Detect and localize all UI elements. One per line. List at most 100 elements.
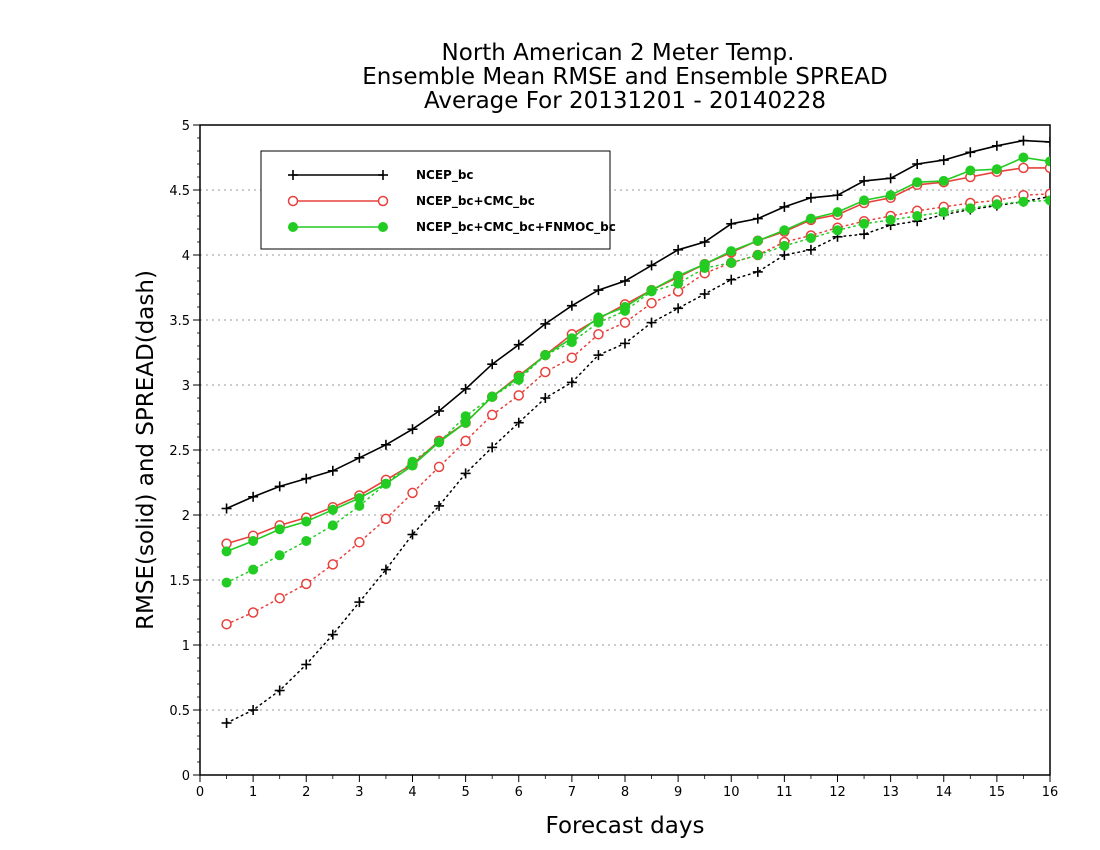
series-0-rmse-point: [301, 473, 312, 484]
y-tick-label: 0.5: [169, 704, 190, 719]
legend-marker-1: [377, 195, 389, 207]
x-tick-label: 11: [776, 785, 793, 800]
legend-marker-0: [378, 170, 388, 180]
series-1-spread-point: [540, 366, 551, 378]
series-2-spread-point: [991, 199, 1002, 210]
series-2-rmse-point: [487, 391, 498, 402]
series-0-spread-point: [752, 266, 763, 277]
series-0-rmse-point: [407, 424, 418, 435]
x-tick-label: 5: [461, 785, 469, 800]
y-tick-label: 3.5: [169, 314, 190, 329]
series-0-rmse-point: [646, 260, 657, 271]
series-2-rmse-point: [620, 302, 630, 312]
series-2-spread-point: [859, 218, 870, 229]
y-tick-label: 1.5: [169, 574, 190, 589]
series-2-spread-point: [752, 250, 763, 260]
series-0-spread-point: [593, 350, 604, 361]
series-0-rmse-point: [487, 359, 498, 370]
series-2-rmse-point: [752, 235, 763, 246]
series-0-spread-point: [513, 417, 524, 428]
series-0-spread-point: [434, 500, 445, 511]
series-0-rmse-point: [779, 201, 790, 212]
series-0-rmse-point: [1045, 136, 1050, 147]
x-tick-label: 7: [568, 785, 576, 800]
series-layer: [221, 135, 1050, 728]
x-tick-label: 2: [302, 785, 310, 800]
series-2-spread-point: [1018, 196, 1029, 207]
series-0-rmse-point: [620, 276, 630, 286]
series-0-rmse-point: [912, 159, 923, 169]
legend-marker-0: [288, 170, 298, 180]
series-0-rmse-point: [1018, 135, 1029, 146]
series-0-spread-point: [620, 338, 630, 349]
y-axis-label: RMSE(solid) and SPREAD(dash): [133, 270, 159, 630]
series-0-spread-point: [487, 442, 498, 453]
series-2-rmse-point: [248, 536, 259, 546]
series-0-spread-point: [646, 317, 657, 328]
series-2-spread-point: [965, 203, 976, 214]
series-0-spread-point: [274, 685, 285, 696]
series-2-rmse-point: [460, 417, 471, 428]
x-tick-label: 6: [515, 785, 523, 800]
series-0-spread-point: [566, 377, 577, 388]
series-2-spread-point: [832, 225, 843, 236]
series-0-rmse-line: [226, 139, 1050, 510]
series-0-spread-point: [380, 564, 391, 575]
series-1-spread-point: [486, 409, 498, 421]
series-0-rmse-point: [513, 339, 524, 350]
series-2-rmse-point: [779, 225, 790, 236]
series-1-spread-point: [327, 559, 339, 570]
series-2-rmse-point: [566, 333, 577, 344]
series-2-spread-point: [805, 233, 816, 244]
legend-marker-2: [288, 222, 298, 232]
title-line-1: North American 2 Meter Temp.: [442, 40, 795, 66]
series-2-rmse-point: [991, 164, 1002, 175]
title-line-2: Ensemble Mean RMSE and Ensemble SPREAD: [362, 64, 887, 90]
series-1-spread-point: [619, 317, 631, 328]
x-tick-label: 13: [882, 785, 899, 800]
series-2-rmse-point: [885, 190, 896, 201]
series-2-rmse-point: [593, 312, 604, 323]
series-0: [221, 135, 1050, 728]
series-2-rmse-point: [1018, 152, 1029, 163]
series-0-spread-point: [779, 250, 790, 260]
series-1-spread-point: [513, 390, 524, 401]
series-1-spread-point: [301, 578, 312, 590]
legend: NCEP_bc NCEP_bc+CMC_bc NCEP_bc+CMC_bc+FNMO…: [260, 150, 616, 250]
series-2-rmse-point: [301, 516, 312, 527]
series-0-rmse-point: [699, 237, 710, 247]
series-0-rmse-point: [752, 213, 763, 224]
series-2-rmse-point: [354, 493, 365, 504]
series-0-rmse-point: [274, 481, 285, 492]
series-2-spread-point: [274, 550, 285, 561]
series-1-spread-point: [221, 618, 232, 630]
y-tick-label: 2.5: [169, 444, 190, 459]
series-2-rmse-point: [699, 259, 710, 270]
series-0-rmse-point: [726, 218, 737, 229]
series-2-rmse-point: [912, 177, 923, 188]
series-2-spread-point: [221, 577, 232, 588]
series-0-rmse-point: [673, 244, 684, 255]
series-1-spread-point: [646, 297, 657, 309]
legend-label-0: NCEP_bc: [416, 168, 474, 183]
x-tick-label: 12: [829, 785, 846, 800]
series-2-spread-point: [885, 214, 896, 225]
series-2-spread-point: [779, 240, 790, 251]
series-2-rmse-point: [832, 207, 843, 218]
series-2-rmse-point: [726, 246, 737, 257]
y-tick-label: 0: [182, 769, 190, 784]
series-0-spread-point: [301, 659, 312, 670]
series-2-rmse-point: [673, 270, 684, 281]
series-0-rmse-point: [991, 140, 1002, 151]
series-2-rmse-point: [540, 350, 551, 361]
series-2-rmse-point: [327, 504, 338, 515]
series-2-rmse-point: [513, 372, 524, 383]
series-1-spread-point: [407, 487, 418, 499]
x-tick-label: 3: [355, 785, 363, 800]
series-0-spread-point: [540, 393, 551, 403]
series-0-spread-point: [407, 529, 418, 540]
series-0-spread-point: [221, 718, 232, 728]
series-0-spread-point: [699, 289, 710, 299]
series-2-spread-point: [938, 207, 949, 218]
series-2-spread-point: [301, 536, 312, 546]
